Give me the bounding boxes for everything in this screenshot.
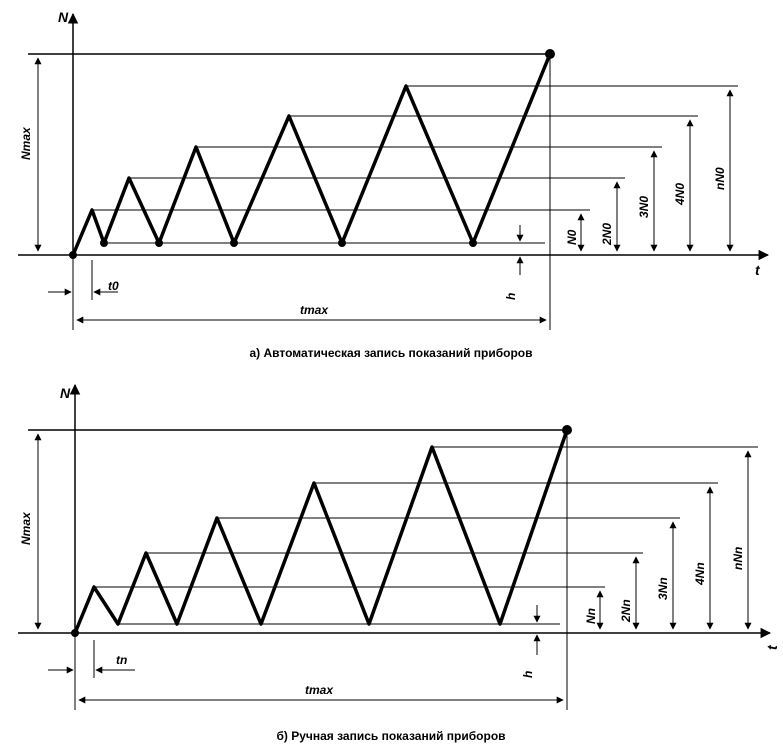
diagram-b bbox=[18, 383, 772, 710]
x-axis-letter: t bbox=[755, 262, 761, 278]
tmax-label: tmax bbox=[300, 303, 329, 317]
step-label-2: 2N0 bbox=[600, 223, 614, 246]
loading-curve bbox=[73, 429, 569, 634]
nmax-label: Nmax bbox=[19, 511, 33, 545]
diagram-a bbox=[18, 12, 770, 330]
step-label-3: 3Nn bbox=[656, 577, 670, 600]
step-label-5: nNn bbox=[731, 547, 745, 570]
h-label: h bbox=[521, 671, 535, 678]
y-axis-letter: N bbox=[58, 9, 69, 25]
caption-a: а) Автоматическая запись показаний прибо… bbox=[249, 346, 532, 360]
step-label-4: 4N0 bbox=[673, 183, 687, 206]
curve-point bbox=[100, 239, 108, 247]
step-label-5: nN0 bbox=[713, 167, 727, 190]
step-label-1: Nn bbox=[584, 608, 598, 624]
caption-b: б) Ручная запись показаний приборов bbox=[276, 729, 505, 743]
loading-curve bbox=[71, 53, 552, 256]
curve-point bbox=[338, 239, 346, 247]
diagram-b-labels: N t Nmax Nn 2Nn 3Nn 4Nn nNn h tn tmax б)… bbox=[19, 385, 780, 743]
tmax-label: tmax bbox=[305, 683, 334, 697]
t-step-label: t0 bbox=[108, 279, 119, 293]
curve-point bbox=[230, 239, 238, 247]
diagram-a-labels: N t Nmax N0 2N0 3N0 4N0 nN0 h t0 tmax а)… bbox=[19, 9, 761, 360]
h-label: h bbox=[504, 293, 518, 300]
curve-point bbox=[469, 239, 477, 247]
step-label-4: 4Nn bbox=[693, 562, 707, 586]
t-step-label: tn bbox=[116, 653, 127, 667]
step-label-1: N0 bbox=[565, 229, 579, 245]
step-label-2: 2Nn bbox=[619, 599, 633, 623]
y-axis-letter: N bbox=[60, 385, 71, 401]
nmax-label: Nmax bbox=[19, 126, 33, 160]
curve-point bbox=[155, 239, 163, 247]
step-label-3: 3N0 bbox=[637, 196, 651, 218]
x-axis-letter: t bbox=[764, 644, 780, 650]
